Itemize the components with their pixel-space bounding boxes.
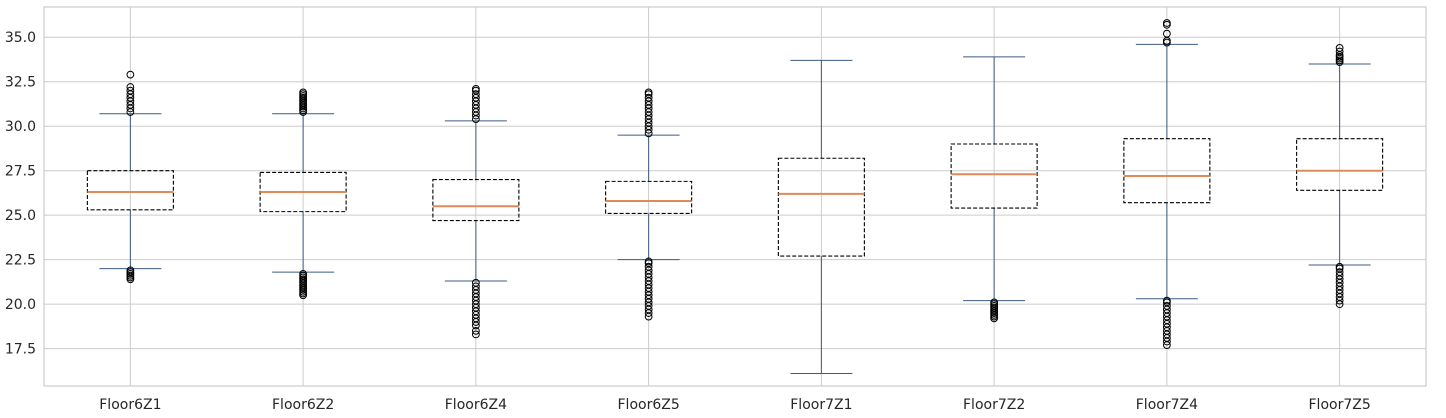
outlier-point [1162, 302, 1171, 310]
iqr-box [605, 180, 693, 214]
outlier-point [1162, 29, 1171, 38]
outlier-point [644, 93, 653, 102]
y-tick-label: 25.0 [5, 208, 36, 224]
outlier-point [126, 70, 135, 79]
axis-tick-labels: 17.5 20.0 22.5 25.0 27.5 30.0 32.5 35.0 Floor6Z1… [5, 30, 1371, 413]
iqr-box [86, 170, 174, 211]
grid-lines [44, 7, 1426, 386]
x-tick-label: Floor6Z5 [618, 397, 680, 413]
outlier-point [471, 282, 480, 291]
box-floor7z1 [777, 59, 865, 375]
iqr-box [1296, 138, 1384, 191]
outlier-point [1335, 47, 1344, 56]
box-floor6z5 [605, 88, 693, 321]
x-tick-label: Floor6Z1 [99, 397, 161, 413]
outlier-point [471, 326, 480, 335]
outlier-point [126, 266, 135, 275]
outlier-point [644, 262, 653, 271]
y-tick-label: 17.5 [5, 342, 36, 358]
x-tick-label: Floor7Z2 [963, 397, 1025, 413]
plot-area-frame [43, 6, 1427, 387]
outlier-point [1335, 262, 1344, 271]
outlier-point [1162, 296, 1171, 305]
iqr-box [950, 143, 1038, 209]
box-plot-marks [86, 19, 1384, 375]
outlier-point [1162, 19, 1171, 27]
outlier-point [126, 86, 135, 95]
box-floor7z4 [1123, 19, 1211, 349]
outlier-point [126, 83, 135, 91]
outlier-point [990, 298, 999, 307]
x-tick-label: Floor7Z4 [1136, 397, 1198, 413]
outlier-point [299, 88, 308, 97]
iqr-box [777, 157, 865, 257]
y-tick-label: 32.5 [5, 75, 36, 91]
outlier-point [1335, 44, 1344, 52]
outlier-point [299, 270, 308, 278]
outlier-point [1335, 268, 1344, 277]
outlier-point [471, 90, 480, 99]
y-tick-label: 35.0 [5, 30, 36, 46]
x-tick-label: Floor7Z1 [790, 397, 852, 413]
x-tick-label: Floor7Z5 [1309, 397, 1371, 413]
y-tick-label: 20.0 [5, 297, 36, 313]
outlier-point [471, 278, 480, 287]
box-floor7z2 [950, 56, 1038, 323]
x-tick-label: Floor6Z4 [445, 397, 507, 413]
box-floor6z2 [259, 88, 347, 300]
outlier-point [471, 330, 480, 339]
iqr-box [432, 179, 520, 222]
x-tick-label: Floor6Z2 [272, 397, 334, 413]
outlier-point [644, 88, 653, 97]
box-floor6z4 [432, 84, 520, 339]
y-tick-label: 22.5 [5, 253, 36, 269]
iqr-box [1123, 138, 1211, 204]
outlier-point [471, 84, 480, 93]
y-tick-label: 27.5 [5, 164, 36, 180]
box-floor7z5 [1296, 44, 1384, 309]
box-floor6z1 [86, 70, 174, 284]
outlier-point [644, 257, 653, 266]
y-tick-label: 30.0 [5, 119, 36, 135]
